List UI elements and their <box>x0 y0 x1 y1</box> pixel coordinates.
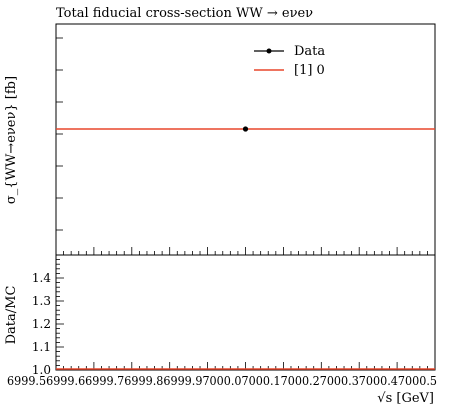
main-y-ticks <box>56 37 63 231</box>
legend-label-mc: [1] 0 <box>294 63 325 78</box>
ratio-y-tick-label: 1.1 <box>32 340 51 354</box>
legend-label-data: Data <box>294 44 325 59</box>
main-x-ticks <box>55 247 436 255</box>
main-panel-frame <box>55 23 436 256</box>
chart-title: Total fiducial cross-section WW → eνeν <box>56 6 313 21</box>
x-tick-labels: 6999.56999.66999.76999.86999.97000.07000… <box>7 373 437 388</box>
ratio-y-ticks: 1.0 1.1 1.2 1.3 1.4 <box>32 254 64 377</box>
ratio-y-tick-label: 1.0 <box>32 363 51 377</box>
x-axis-label: √s [GeV] <box>377 391 434 406</box>
ratio-panel-frame <box>55 254 436 371</box>
legend: Data [1] 0 <box>254 44 325 78</box>
ratio-y-axis-label: Data/MC <box>4 286 19 345</box>
main-series <box>56 126 435 132</box>
main-y-axis-label: σ_{WW→eνeν} [fb] <box>4 76 19 204</box>
legend-data-marker <box>266 48 272 54</box>
data-point <box>242 126 249 132</box>
ratio-y-tick-label: 1.2 <box>32 317 51 331</box>
ratio-y-tick-label: 1.4 <box>32 271 51 285</box>
ratio-y-tick-label: 1.3 <box>32 294 51 308</box>
